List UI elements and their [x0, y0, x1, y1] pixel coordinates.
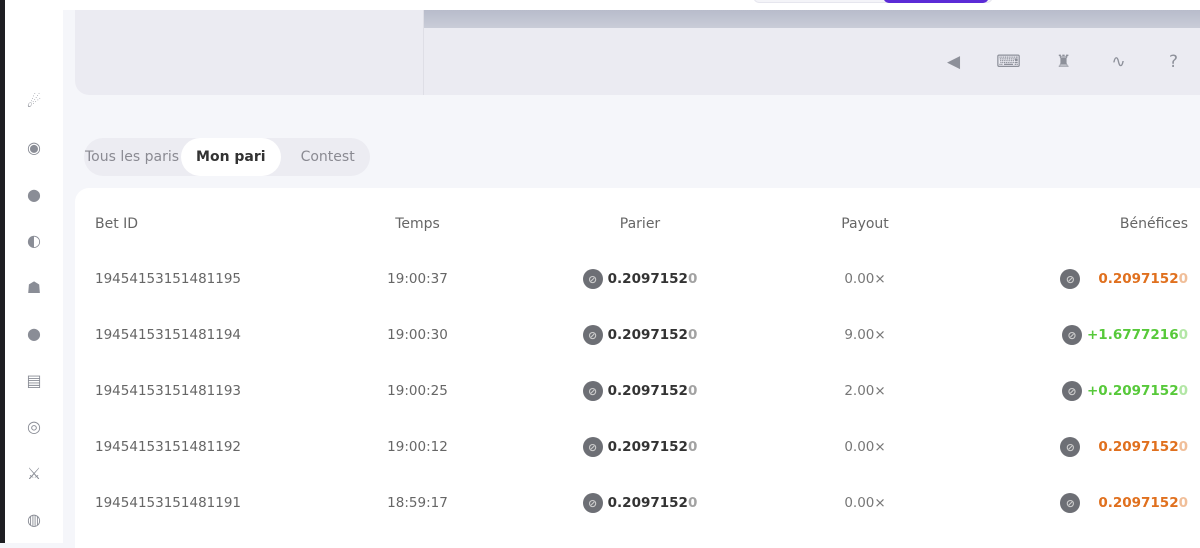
coin-icon: ⊘ [582, 493, 603, 513]
rocket-icon[interactable]: ☄ [26, 91, 42, 111]
bet-value-tail: 0 [687, 495, 698, 511]
bet-value: 0.2097152 [607, 439, 688, 455]
payout: 0.00× [844, 271, 886, 287]
bet-value-tail: 0 [687, 327, 698, 343]
disc-icon[interactable]: ◍ [27, 510, 41, 529]
profit-value: 0.2097152 [1098, 271, 1179, 287]
coin-icon: ⊘ [1060, 493, 1081, 513]
profit-value-tail: 0 [1178, 327, 1188, 343]
plinko-icon[interactable]: ● [27, 324, 41, 343]
tab-contest[interactable]: Contest [300, 149, 355, 165]
stopwatch-icon[interactable]: ◎ [27, 417, 41, 436]
bet-value: 0.2097152 [607, 495, 688, 511]
bet-amount: ⊘ 0.20971520 [570, 493, 710, 513]
coin-icon: ⊘ [1062, 325, 1082, 345]
table-row[interactable]: 19454153151481192 19:00:12 ⊘ 0.20971520 0… [75, 432, 1200, 462]
bet-time: 19:00:25 [387, 383, 448, 399]
payout: 2.00× [844, 383, 886, 399]
profit: ⊘ +0.20971520 [1062, 381, 1188, 401]
bet-time: 19:00:12 [387, 439, 448, 455]
profit-value: +0.2097152 [1087, 383, 1179, 399]
profit-value-tail: 0 [1178, 271, 1188, 287]
bet-value-tail: 0 [687, 271, 698, 287]
bets-table: Bet ID Temps Parier Payout Bénéfices 194… [75, 188, 1200, 548]
header-payout: Payout [841, 216, 889, 232]
tab-all-bets[interactable]: Tous les paris [85, 149, 180, 165]
keyboard-icon[interactable]: ⌨ [996, 52, 1021, 72]
header-bet: Parier [619, 216, 661, 232]
header-bet-id: Bet ID [95, 216, 139, 232]
tab-my-bets[interactable]: Mon pari [181, 138, 281, 176]
coin-icon: ⊘ [582, 325, 603, 345]
bet-amount: ⊘ 0.20971520 [570, 269, 710, 289]
coin-icon: ⊘ [1060, 437, 1081, 457]
bet-id[interactable]: 19454153151481194 [95, 327, 242, 343]
bet-id[interactable]: 19454153151481192 [95, 439, 242, 455]
profit-value-tail: 0 [1178, 495, 1188, 511]
profit-value: 0.2097152 [1098, 495, 1179, 511]
window-edge [0, 0, 5, 543]
bet-amount: ⊘ 0.20971520 [570, 381, 710, 401]
profit: ⊘ 0.20971520 [1060, 437, 1188, 457]
bet-id[interactable]: 19454153151481195 [95, 271, 242, 287]
profit: ⊘ 0.20971520 [1060, 493, 1188, 513]
bomb-icon[interactable]: ● [27, 184, 41, 204]
header-profit: Bénéfices [1119, 216, 1188, 232]
payout: 9.00× [844, 327, 886, 343]
payout: 0.00× [844, 439, 886, 455]
bet-value: 0.2097152 [607, 271, 688, 287]
game-toolbar: ◀ ⌨ ♜ ∿? [941, 52, 1186, 72]
profit-value-tail: 0 [1178, 383, 1188, 399]
profit: ⊘ +1.67772160 [1062, 325, 1188, 345]
profit-value-tail: 0 [1178, 439, 1188, 455]
bet-value-tail: 0 [687, 439, 698, 455]
mines-icon[interactable]: ☗ [26, 277, 42, 297]
game-panel: ◀ ⌨ ♜ ∿? [75, 10, 1200, 95]
help-icon[interactable]: ? [1168, 52, 1179, 72]
sound-icon[interactable]: ◀ [946, 52, 961, 72]
profit-value: 0.2097152 [1098, 439, 1179, 455]
acorn-icon[interactable]: ♜ [1055, 52, 1072, 72]
sidebar: ☄ ◉ ● ◐ ☗ ● ▤ ◎ ⚔ ◍ [5, 0, 63, 543]
table-header: Bet ID Temps Parier Payout Bénéfices [75, 209, 1200, 239]
table-row[interactable]: 19454153151481191 18:59:17 ⊘ 0.20971520 0… [75, 488, 1200, 518]
bet-value: 0.2097152 [607, 383, 688, 399]
coin-icon: ⊘ [582, 381, 603, 401]
coin-icon: ⊘ [1060, 269, 1081, 289]
coin-icon: ⊘ [1062, 381, 1082, 401]
top-bar [63, 0, 1200, 10]
divider [423, 10, 424, 95]
chart-line-icon[interactable]: ∿ [1111, 52, 1126, 72]
primary-button[interactable] [883, 0, 989, 3]
bet-id[interactable]: 19454153151481193 [95, 383, 242, 399]
payout: 0.00× [844, 495, 886, 511]
coin-icon: ⊘ [582, 269, 603, 289]
header-time: Temps [395, 216, 440, 232]
slot-icon[interactable]: ▤ [26, 370, 42, 390]
table-row[interactable]: 19454153151481194 19:00:30 ⊘ 0.20971520 9… [75, 320, 1200, 350]
profit: ⊘ 0.20971520 [1060, 269, 1188, 289]
bet-value: 0.2097152 [607, 327, 688, 343]
bet-time: 18:59:17 [387, 495, 448, 511]
bet-id[interactable]: 19454153151481191 [95, 495, 242, 511]
table-row[interactable]: 19454153151481195 19:00:37 ⊘ 0.20971520 0… [75, 264, 1200, 294]
game-area-edge [424, 10, 1200, 28]
bets-tabs: Tous les paris Mon pari Contest [84, 138, 370, 176]
table-row[interactable]: 19454153151481193 19:00:25 ⊘ 0.20971520 2… [75, 376, 1200, 406]
wheel-icon[interactable]: ◐ [27, 231, 41, 250]
bet-time: 19:00:37 [387, 271, 448, 287]
roulette-icon[interactable]: ◉ [27, 138, 41, 157]
bet-amount: ⊘ 0.20971520 [570, 325, 710, 345]
bet-value-tail: 0 [687, 383, 698, 399]
bet-amount: ⊘ 0.20971520 [570, 437, 710, 457]
bet-time: 19:00:30 [387, 327, 448, 343]
profit-value: +1.6777216 [1087, 327, 1179, 343]
sword-icon[interactable]: ⚔ [26, 463, 42, 483]
coin-icon: ⊘ [582, 437, 603, 457]
